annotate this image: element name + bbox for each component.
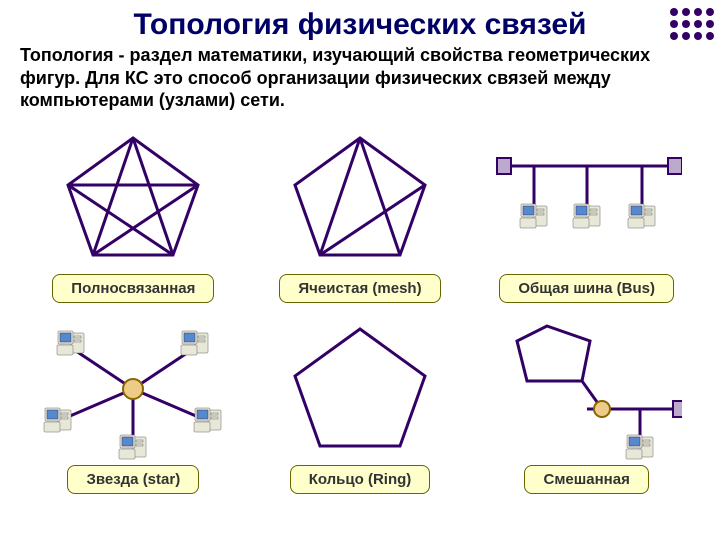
- topology-star: Звезда (star): [30, 311, 237, 494]
- label-full: Полносвязанная: [52, 274, 214, 303]
- diagram-mesh: [265, 120, 455, 270]
- full-graph-edges: [68, 138, 198, 255]
- computer-icon: [43, 406, 73, 434]
- diagram-ring: [265, 311, 455, 461]
- page-title: Топология физических связей: [0, 0, 720, 44]
- topology-mixed: Смешанная: [483, 311, 690, 494]
- page-subtitle: Топология - раздел математики, изучающий…: [0, 44, 720, 120]
- diagram-mixed: [492, 311, 682, 461]
- label-ring: Кольцо (Ring): [290, 465, 431, 494]
- topology-mesh: Ячеистая (mesh): [257, 120, 464, 303]
- label-mesh: Ячеистая (mesh): [279, 274, 440, 303]
- diagram-full: [38, 120, 228, 270]
- topology-full: Полносвязанная: [30, 120, 237, 303]
- diagram-star: [38, 311, 228, 461]
- computer-icon: [56, 329, 86, 357]
- decor-dots: [670, 8, 714, 40]
- computer-icon: [118, 433, 148, 461]
- computer-icon: [627, 202, 657, 230]
- topology-bus: Общая шина (Bus): [483, 120, 690, 303]
- diagram-bus: [492, 120, 682, 270]
- topology-grid: Полносвязанная Ячеистая (mesh): [0, 120, 720, 494]
- label-mixed: Смешанная: [524, 465, 648, 494]
- computer-icon: [180, 329, 210, 357]
- topology-ring: Кольцо (Ring): [257, 311, 464, 494]
- computer-icon: [193, 406, 223, 434]
- computer-icon: [519, 202, 549, 230]
- computer-icon: [572, 202, 602, 230]
- computer-icon: [625, 433, 655, 461]
- label-star: Звезда (star): [67, 465, 199, 494]
- label-bus: Общая шина (Bus): [499, 274, 674, 303]
